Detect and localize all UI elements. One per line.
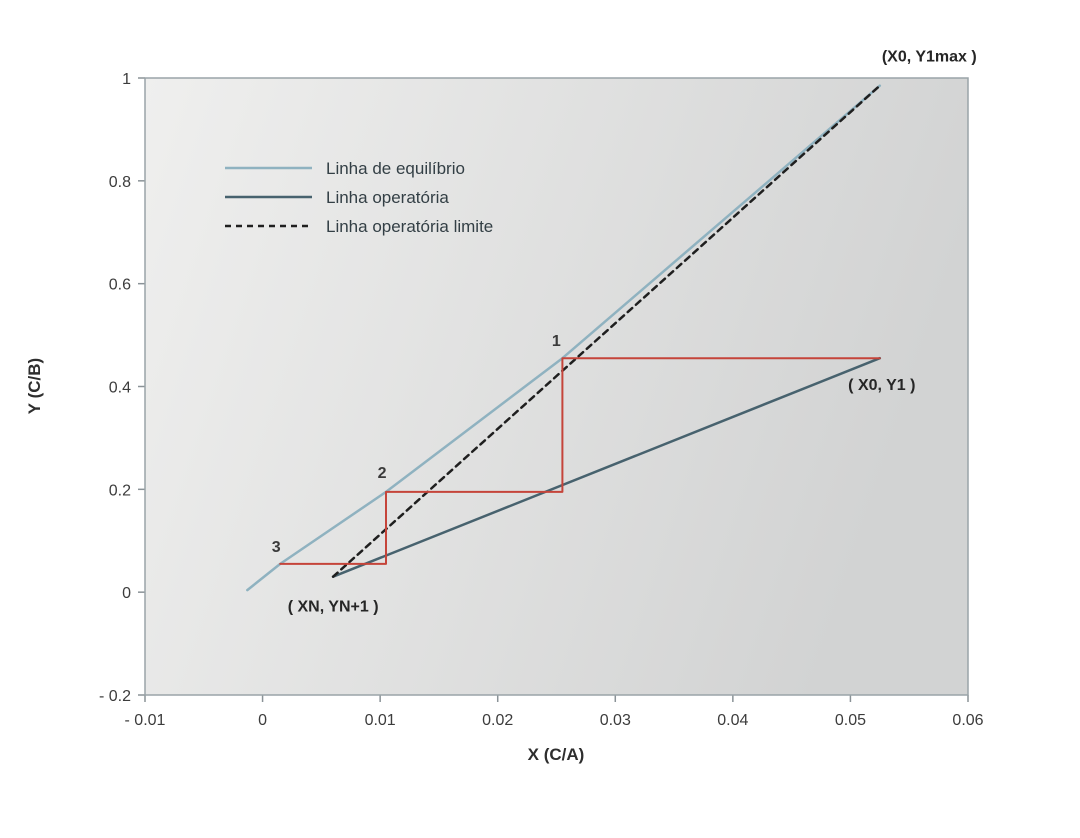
y-axis-label: Y (C/B) [25,358,44,414]
y-tick-label: 0.4 [109,380,131,397]
y-tick-label: - 0.2 [99,688,131,705]
x-tick-label: 0.06 [952,712,983,729]
series-line [331,84,882,578]
stage-number: 2 [378,465,387,482]
x-tick-label: 0.01 [365,712,396,729]
series-line [279,357,881,565]
legend-label: Linha de equilíbrio [326,159,465,178]
x-tick-label: 0 [258,712,267,729]
point-annotation: ( X0, Y1 ) [848,377,915,394]
x-tick-label: 0.04 [717,712,748,729]
stage-number: 3 [272,539,281,556]
point-annotation: (X0, Y1max ) [882,49,977,66]
point-annotation: ( XN, YN+1 ) [288,599,379,616]
y-tick-label: 0.2 [109,482,131,499]
y-tick-label: 0.6 [109,277,131,294]
legend-label: Linha operatória limite [326,217,493,236]
x-tick-label: 0.05 [835,712,866,729]
x-tick-label: 0.02 [482,712,513,729]
x-tick-label: - 0.01 [125,712,166,729]
plot-border [144,77,969,696]
stage-number: 1 [552,333,561,350]
x-axis-label: X (C/A) [528,745,585,764]
series-line [331,356,882,578]
plot-area [145,78,968,695]
y-tick-label: 0 [122,585,131,602]
x-tick-label: 0.03 [600,712,631,729]
y-tick-label: 1 [122,71,131,88]
legend-label: Linha operatória [326,188,449,207]
y-tick-label: 0.8 [109,174,131,191]
